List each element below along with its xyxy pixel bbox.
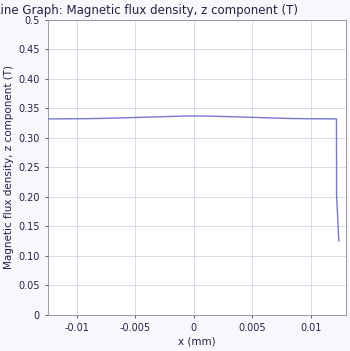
X-axis label: x (mm): x (mm) [178,337,216,347]
Text: Line Graph: Magnetic flux density, z component (T): Line Graph: Magnetic flux density, z com… [0,4,298,17]
Y-axis label: Magnetic flux density, z component (T): Magnetic flux density, z component (T) [4,65,14,269]
